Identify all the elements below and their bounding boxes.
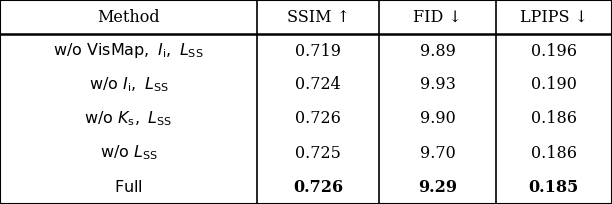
- Text: 0.725: 0.725: [296, 144, 341, 162]
- Text: 9.29: 9.29: [418, 178, 457, 195]
- Text: 9.93: 9.93: [420, 76, 455, 93]
- Text: 0.196: 0.196: [531, 42, 577, 60]
- Text: SSIM ↑: SSIM ↑: [287, 9, 349, 26]
- Text: 0.726: 0.726: [296, 111, 341, 128]
- Text: 0.190: 0.190: [531, 76, 577, 93]
- Text: 0.724: 0.724: [296, 76, 341, 93]
- Text: $\mathrm{w/o\ VisMap,\ }I_{\mathrm{i}}\mathrm{,\ }L_{\mathrm{SS}}$: $\mathrm{w/o\ VisMap,\ }I_{\mathrm{i}}\m…: [53, 41, 204, 61]
- Text: 9.89: 9.89: [420, 42, 455, 60]
- Text: LPIPS ↓: LPIPS ↓: [520, 9, 588, 26]
- Text: $\mathrm{w/o\ }K_{\mathrm{s}}\mathrm{,\ }L_{\mathrm{SS}}$: $\mathrm{w/o\ }K_{\mathrm{s}}\mathrm{,\ …: [84, 110, 173, 128]
- Text: 0.186: 0.186: [531, 144, 577, 162]
- Text: 0.185: 0.185: [529, 178, 579, 195]
- Text: 0.186: 0.186: [531, 111, 577, 128]
- Text: 9.90: 9.90: [420, 111, 455, 128]
- Text: $\mathrm{Full}$: $\mathrm{Full}$: [114, 178, 143, 195]
- Text: 0.719: 0.719: [295, 42, 341, 60]
- Text: $\mathrm{w/o\ }L_{\mathrm{SS}}$: $\mathrm{w/o\ }L_{\mathrm{SS}}$: [100, 144, 157, 162]
- Text: FID ↓: FID ↓: [413, 9, 462, 26]
- Text: $\mathrm{w/o\ }I_{\mathrm{i}}\mathrm{,\ }L_{\mathrm{SS}}$: $\mathrm{w/o\ }I_{\mathrm{i}}\mathrm{,\ …: [89, 76, 168, 94]
- Text: Method: Method: [97, 9, 160, 26]
- Text: 0.726: 0.726: [293, 178, 343, 195]
- Text: 9.70: 9.70: [420, 144, 455, 162]
